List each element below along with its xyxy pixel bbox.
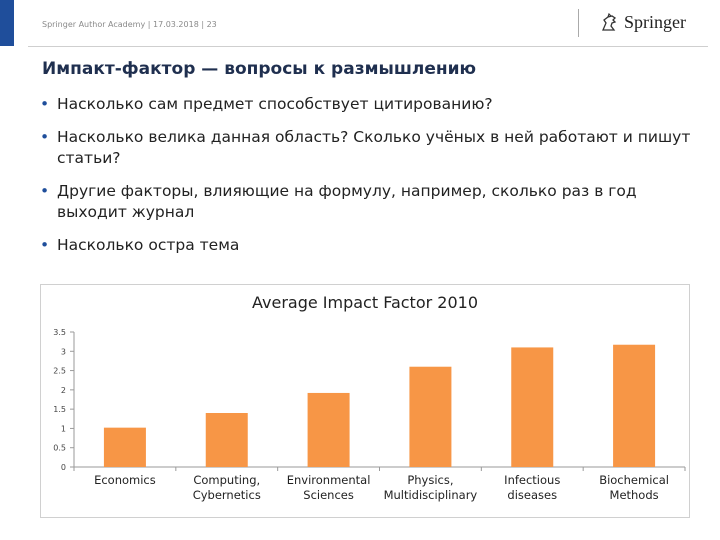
bullet-item: • Насколько сам предмет способствует цити… xyxy=(40,94,700,115)
springer-logo: Springer xyxy=(600,12,686,33)
left-accent-bar xyxy=(0,0,14,46)
bullet-text: Насколько остра тема xyxy=(57,236,240,254)
bullet-item: • Насколько велика данная область? Скольк… xyxy=(40,127,700,169)
bullet-item: • Насколько остра тема xyxy=(40,235,700,256)
header-rule xyxy=(28,46,708,47)
bullet-text: Насколько сам предмет способствует цитир… xyxy=(57,95,493,113)
x-tick-label: Economics xyxy=(94,473,156,487)
bar xyxy=(103,427,146,467)
bullet-item: • Другие факторы, влияющие на формулу, на… xyxy=(40,181,700,223)
x-tick-label: Multidisciplinary xyxy=(384,488,478,502)
slide-title: Импакт-фактор — вопросы к размышлению xyxy=(42,59,477,79)
bar-chart: 0 0.5 1 1.5 2 2.5 3 3.5 Economics Computing,Cyber… xyxy=(53,328,686,502)
chart-container: Average Impact Factor 2010 0 0.5 1 1.5 2 2.5 3… xyxy=(40,284,690,518)
bar xyxy=(307,392,350,467)
horse-icon xyxy=(602,12,617,31)
y-tick-label: 3 xyxy=(61,347,66,356)
chart-title: Average Impact Factor 2010 xyxy=(252,293,478,312)
bar xyxy=(511,347,554,467)
y-tick-label: 1 xyxy=(61,424,66,433)
y-tick-label: 2.5 xyxy=(53,367,66,376)
bullet-dot: • xyxy=(40,95,50,113)
x-tick-label: Infectious xyxy=(504,473,560,487)
y-tick-label: 3.5 xyxy=(53,328,66,337)
bullet-dot: • xyxy=(40,128,50,146)
bullet-dot: • xyxy=(40,182,50,200)
x-tick-label: Environmental xyxy=(287,473,371,487)
y-tick-label: 0 xyxy=(61,463,66,472)
bar xyxy=(205,413,248,467)
x-tick-label: Cybernetics xyxy=(193,488,261,502)
x-tick-label: Sciences xyxy=(303,488,354,502)
x-tick-label: Methods xyxy=(610,488,659,502)
y-tick-label: 1.5 xyxy=(53,405,66,414)
y-tick-label: 2 xyxy=(61,386,66,395)
bar xyxy=(409,366,452,467)
bar xyxy=(613,344,656,467)
x-tick-label: diseases xyxy=(507,488,557,502)
x-tick-label: Biochemical xyxy=(599,473,669,487)
bullet-text: Насколько велика данная область? Сколько… xyxy=(57,128,691,167)
y-tick-label: 0.5 xyxy=(53,444,66,453)
x-tick-label: Computing, xyxy=(193,473,260,487)
logo-text: Springer xyxy=(624,12,686,32)
bullet-dot: • xyxy=(40,236,50,254)
header-footer-text: Springer Author Academy | 17.03.2018 | 2… xyxy=(42,20,217,29)
x-tick-label: Physics, xyxy=(407,473,453,487)
header-divider xyxy=(578,9,579,37)
bullet-text: Другие факторы, влияющие на формулу, нап… xyxy=(57,182,637,221)
bullet-list: • Насколько сам предмет способствует цити… xyxy=(40,94,700,268)
